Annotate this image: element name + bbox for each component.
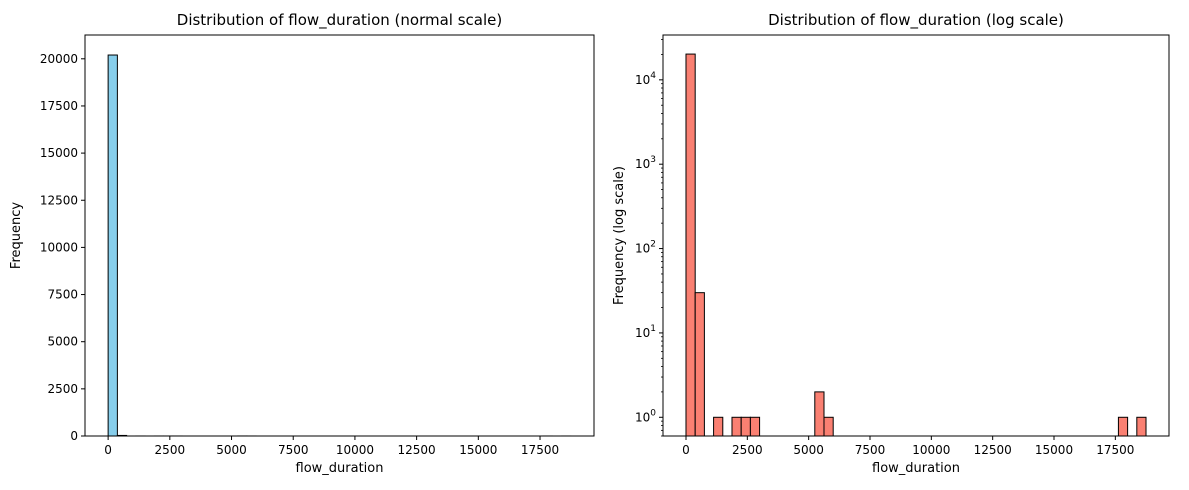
x-tick-label: 0	[682, 443, 690, 457]
histogram-bar	[694, 292, 705, 437]
x-tick-label: 15000	[459, 443, 497, 457]
x-tick-label: 17500	[521, 443, 559, 457]
axes-frame-normal	[84, 34, 595, 437]
y-tick-label: 0	[70, 429, 78, 443]
x-axis-label-normal: flow_duration	[296, 461, 384, 476]
y-tick-label: 103	[635, 155, 656, 171]
y-tick-label: 102	[635, 240, 656, 256]
histogram-bar	[740, 416, 751, 437]
x-tick-label: 12500	[974, 443, 1012, 457]
y-axis-normal: 0 2500 5000 7500 10000 12500 15000 17500 20000	[40, 52, 85, 443]
x-axis-label-log: flow_duration	[872, 461, 960, 476]
x-axis-normal: 0 2500 5000 7500 10000 12500 15000 17500	[104, 436, 559, 457]
histogram-bar	[814, 391, 825, 437]
histogram-bar	[1136, 416, 1147, 437]
histogram-bar	[823, 416, 834, 437]
x-axis-log: 0 2500 5000 7500 10000 12500 15000 17500	[682, 436, 1134, 457]
x-tick-label: 12500	[398, 443, 436, 457]
x-tick-label: 15000	[1035, 443, 1073, 457]
y-tick-label: 7500	[47, 288, 78, 302]
histogram-bar	[731, 416, 742, 437]
y-tick-label: 15000	[40, 146, 78, 160]
x-tick-label: 7500	[855, 443, 886, 457]
y-tick-label: 100	[635, 408, 656, 424]
x-tick-label: 2500	[155, 443, 186, 457]
y-axis-label-log: Frequency (log scale)	[612, 166, 627, 305]
x-tick-label: 10000	[912, 443, 950, 457]
chart-title-log: Distribution of flow_duration (log scale…	[768, 11, 1064, 30]
x-tick-label: 17500	[1096, 443, 1134, 457]
x-tick-label: 5000	[216, 443, 247, 457]
x-tick-label: 0	[104, 443, 112, 457]
chart-title-normal: Distribution of flow_duration (normal sc…	[177, 11, 502, 30]
y-tick-label: 17500	[40, 99, 78, 113]
x-tick-label: 7500	[278, 443, 309, 457]
y-axis-log: 100 101 102 103 104	[635, 39, 663, 437]
histogram-bar	[1117, 416, 1129, 437]
y-tick-label: 2500	[47, 382, 78, 396]
bars-normal	[107, 54, 572, 437]
histogram-bar	[107, 54, 118, 437]
histogram-bar	[749, 416, 761, 437]
y-tick-label: 12500	[40, 193, 78, 207]
x-tick-label: 2500	[732, 443, 763, 457]
normal-scale-histogram: 0 2500 5000 7500 10000 12500 15000 17500 0 2500 5…	[9, 11, 595, 476]
x-tick-label: 10000	[336, 443, 374, 457]
x-tick-label: 5000	[793, 443, 824, 457]
histogram-bar	[713, 416, 724, 437]
y-tick-label: 20000	[40, 52, 78, 66]
log-scale-histogram: 0 2500 5000 7500 10000 12500 15000 17500 100 101…	[612, 11, 1170, 476]
y-tick-label: 10000	[40, 240, 78, 254]
histogram-bar	[685, 53, 696, 437]
y-tick-label: 101	[635, 324, 656, 340]
y-axis-label-normal: Frequency	[9, 202, 24, 269]
axes-frame-log	[662, 34, 1170, 437]
bars-log	[685, 53, 1147, 437]
y-tick-label: 104	[635, 71, 656, 87]
y-tick-label: 5000	[47, 335, 78, 349]
